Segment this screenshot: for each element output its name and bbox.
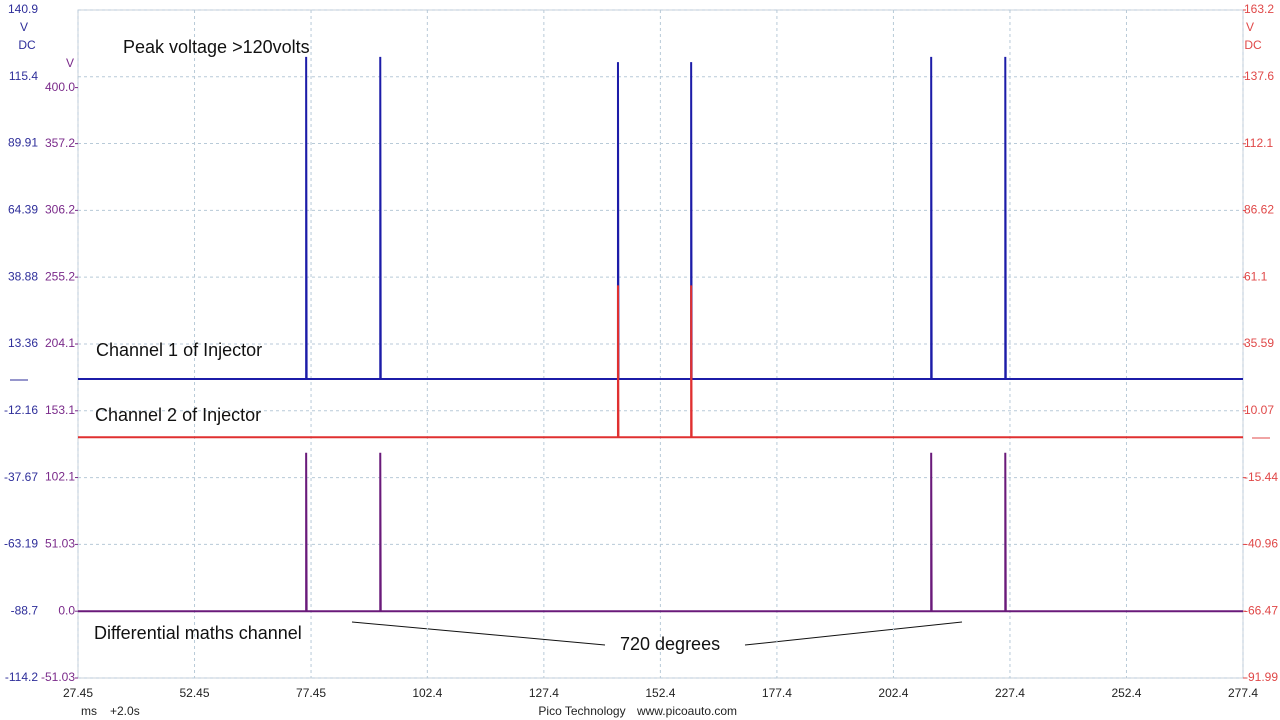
y3-tick-label: 51.03 [45,537,75,551]
y2-tick-label: 35.59 [1244,336,1274,350]
annotation: Channel 1 of Injector [96,340,262,360]
y-tick-label: -63.19 [4,537,38,551]
y-unit: DC [18,38,36,52]
y-unit: V [20,20,28,34]
y3-tick-label: 306.2 [45,203,75,217]
y-tick-label: -88.7 [11,603,39,617]
y2-unit: V [1246,20,1254,34]
y3-tick-label: 400.0 [45,80,75,94]
annotation: Channel 2 of Injector [95,405,261,425]
x-tick-label: 252.4 [1111,686,1141,700]
x-tick-label: 277.4 [1228,686,1258,700]
y2-tick-label: 137.6 [1244,69,1274,83]
y2-tick-label: -15.44 [1244,470,1278,484]
x-offset: +2.0s [110,704,140,718]
y-tick-label: 64.39 [8,203,38,217]
trace [78,56,1243,380]
y3-tick-label: -51.03 [41,670,75,684]
y2-tick-label: 163.2 [1244,2,1274,16]
x-tick-label: 127.4 [529,686,559,700]
trace [78,285,1243,439]
x-tick-label: 202.4 [878,686,908,700]
x-tick-label: 152.4 [645,686,675,700]
x-unit: ms [81,704,97,718]
x-tick-label: 27.45 [63,686,93,700]
y3-tick-label: 357.2 [45,136,75,150]
y-tick-label: 140.9 [8,2,38,16]
x-tick-label: 177.4 [762,686,792,700]
y3-tick-label: 153.1 [45,403,75,417]
y2-tick-label: 112.1 [1244,136,1273,150]
y3-tick-label: 255.2 [45,269,75,283]
y2-tick-label: 61.1 [1244,269,1268,283]
y-tick-label: 115.4 [9,69,38,83]
annotation: 720 degrees [620,634,720,654]
x-tick-label: 227.4 [995,686,1025,700]
y-tick-label: -37.67 [4,470,38,484]
annotation: Differential maths channel [94,623,302,643]
footer: www.picoauto.com [636,704,737,718]
y2-tick-label: -91.99 [1244,670,1278,684]
trace [78,452,1243,613]
x-tick-label: 52.45 [180,686,210,700]
y2-tick-label: 10.07 [1244,403,1274,417]
y3-unit: V [66,56,74,70]
annotation-line [744,621,963,646]
y-tick-label: 38.88 [8,269,38,283]
y-tick-label: -114.2 [5,670,38,684]
x-tick-label: 102.4 [412,686,442,700]
y2-unit: DC [1244,38,1262,52]
y2-tick-label: -40.96 [1244,537,1278,551]
y2-tick-label: -66.47 [1244,603,1278,617]
footer: Pico Technology [538,704,625,718]
annotation-line [351,621,606,646]
y3-tick-label: 0.0 [58,603,75,617]
y2-tick-label: 86.62 [1244,203,1274,217]
y-tick-label: -12.16 [4,403,38,417]
y-tick-label: 89.91 [8,136,38,150]
y-tick-label: 13.36 [8,336,38,350]
y3-tick-label: 204.1 [45,336,75,350]
annotation: Peak voltage >120volts [123,37,310,57]
y3-tick-label: 102.1 [45,470,75,484]
x-tick-label: 77.45 [296,686,326,700]
